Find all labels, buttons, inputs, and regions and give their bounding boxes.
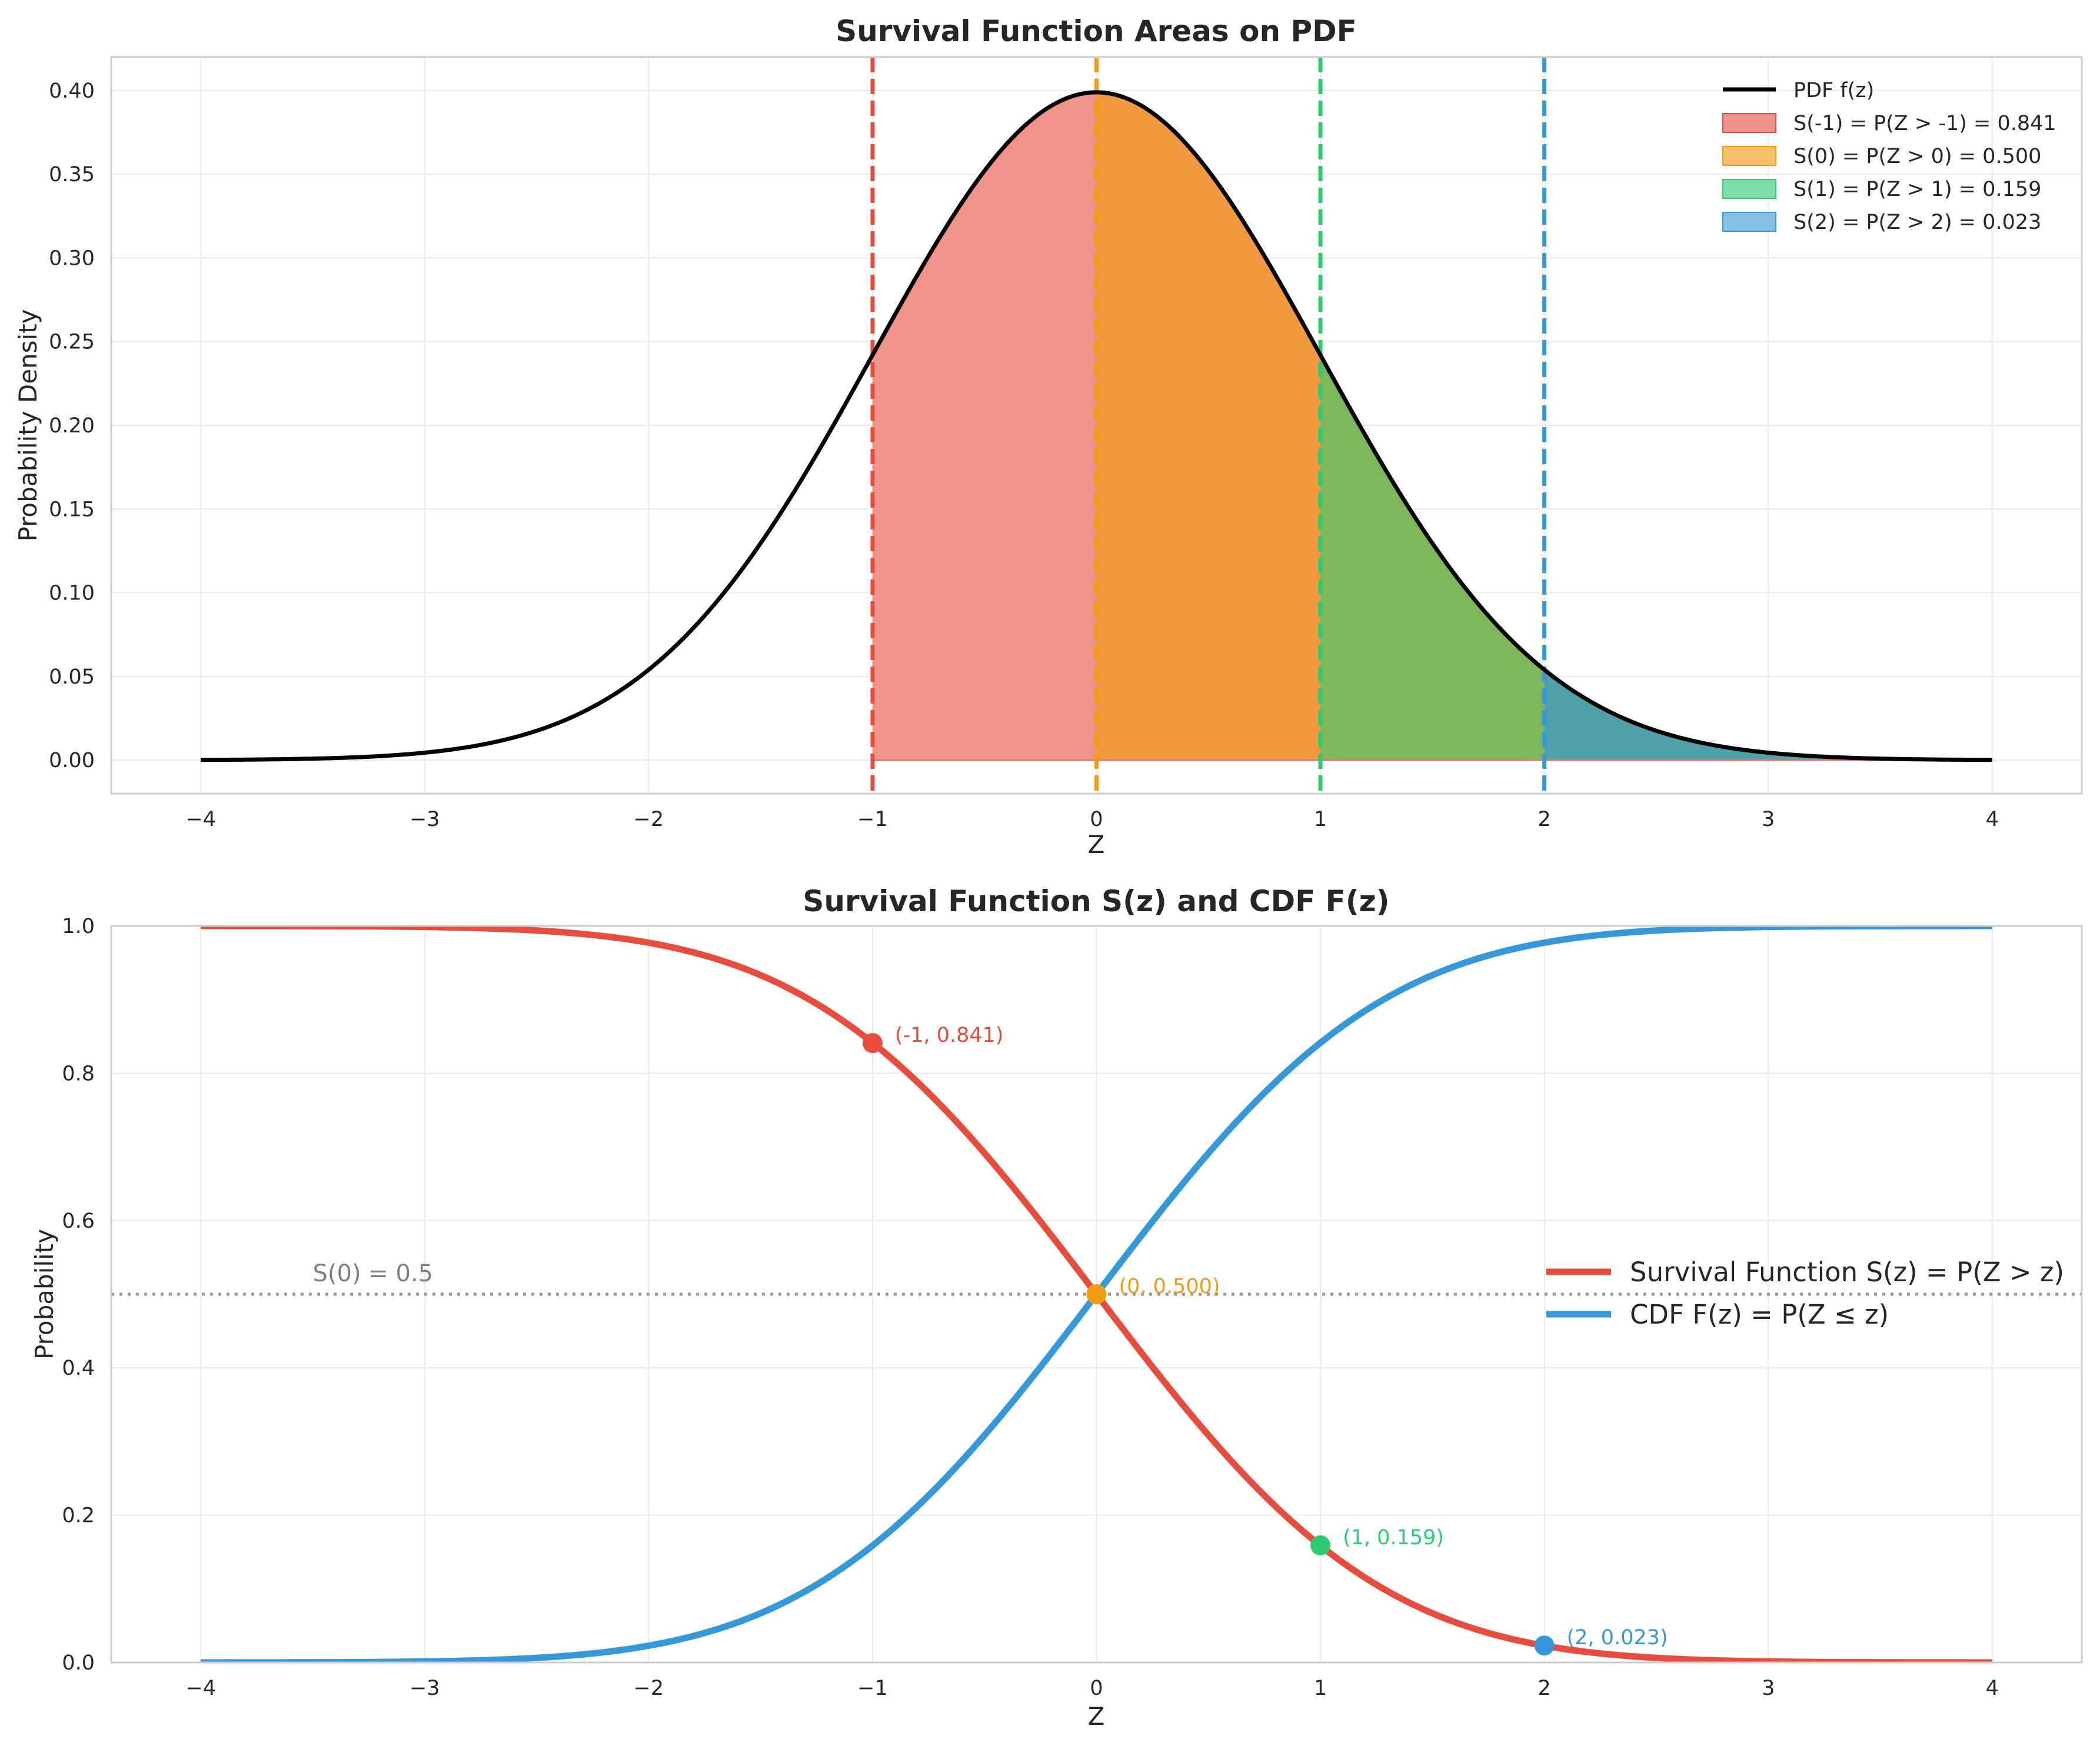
highlight-point-label: (-1, 0.841): [895, 1024, 1004, 1047]
survival-y-tick-label: 0.0: [62, 1651, 95, 1675]
highlight-point-label: (2, 0.023): [1567, 1626, 1668, 1650]
survival-y-tick-label: 0.4: [62, 1357, 95, 1380]
legend-label-area-4: S(2) = P(Z > 2) = 0.023: [1793, 211, 2041, 234]
survival-cdf-panel: (-1, 0.841) (0, 0.500) (1, 0.159) (2, 0.023…: [30, 884, 2083, 1731]
legend-label-cdf: CDF F(z) = P(Z ≤ z): [1630, 1299, 1889, 1330]
legend-swatch-area-1: [1722, 113, 1776, 133]
survival-area-region: [872, 92, 1097, 761]
pdf-y-tick-label: 0.40: [49, 79, 95, 103]
pdf-panel: −4 −3 −2 −1 0 1 2 3 4 0.000.050.100.150.200.250.…: [14, 14, 2083, 859]
survival-y-tick-label: 0.8: [62, 1062, 95, 1085]
survival-x-tick-label: −2: [634, 1677, 664, 1700]
survival-axes-frame: [110, 925, 2083, 1664]
survival-legend: Survival Function S(z) = P(Z > z) CDF F(…: [1546, 1257, 2064, 1330]
survival-area-region: [1096, 92, 1321, 761]
pdf-y-tick-label: 0.10: [49, 582, 95, 605]
pdf-y-tick-label: 0.30: [49, 246, 95, 270]
survival-y-axis-label: Probability: [30, 1229, 59, 1360]
pdf-y-tick-label: 0.20: [49, 414, 95, 438]
pdf-axes-frame: [110, 56, 2083, 795]
half-probability-label: S(0) = 0.5: [313, 1260, 434, 1287]
legend-label-area-3: S(1) = P(Z > 1) = 0.159: [1793, 178, 2041, 201]
pdf-legend: PDF f(z) S(-1) = P(Z > -1) = 0.841 S(0) …: [1722, 79, 2056, 234]
highlight-point: [1086, 1284, 1107, 1304]
highlight-point: [862, 1033, 883, 1054]
pdf-chart-title: Survival Function Areas on PDF: [836, 14, 1357, 48]
pdf-x-tick-label: 1: [1314, 808, 1327, 831]
highlight-point: [1310, 1535, 1331, 1555]
survival-y-tick-label: 1.0: [62, 915, 95, 938]
highlight-points: (-1, 0.841) (0, 0.500) (1, 0.159) (2, 0.023…: [862, 1024, 1668, 1656]
legend-swatch-area-3: [1722, 179, 1776, 199]
pdf-y-tick-label: 0.00: [49, 749, 95, 772]
survival-x-tick-label: 3: [1762, 1677, 1775, 1700]
pdf-y-tick-label: 0.05: [49, 665, 95, 689]
pdf-x-tick-label: 3: [1762, 808, 1775, 831]
highlight-point-label: (1, 0.159): [1343, 1526, 1444, 1550]
survival-x-tick-label: 2: [1537, 1677, 1550, 1700]
pdf-x-tick-label: 0: [1090, 808, 1103, 831]
pdf-x-tick-label: −4: [185, 808, 216, 831]
survival-x-tick-label: −4: [185, 1677, 216, 1700]
survival-chart-title: Survival Function S(z) and CDF F(z): [803, 884, 1389, 918]
pdf-x-tick-label: −1: [857, 808, 888, 831]
survival-x-ticks: −4 −3 −2 −1 0 1 2 3 4: [185, 1677, 1998, 1700]
legend-swatch-area-4: [1722, 212, 1776, 232]
survival-x-tick-label: 0: [1090, 1677, 1103, 1700]
legend-label-area-2: S(0) = P(Z > 0) = 0.500: [1793, 145, 2041, 168]
pdf-y-ticks: 0.00 0.05 0.10 0.15 0.20 0.25 0.30 0.35 0.40: [49, 79, 95, 772]
survival-x-tick-label: 4: [1986, 1677, 1999, 1700]
survival-x-tick-label: 1: [1314, 1677, 1327, 1700]
pdf-y-tick-label: 0.35: [49, 163, 95, 186]
pdf-y-axis-label: Probability Density: [14, 309, 42, 541]
pdf-x-tick-label: 2: [1537, 808, 1550, 831]
pdf-x-tick-label: −2: [634, 808, 664, 831]
survival-y-ticks: 0.0 0.2 0.4 0.6 0.8 1.0: [62, 915, 95, 1675]
pdf-y-tick-label: 0.15: [49, 498, 95, 521]
survival-x-tick-label: −1: [857, 1677, 888, 1700]
highlight-point: [1534, 1635, 1555, 1656]
survival-x-tick-label: −3: [410, 1677, 440, 1700]
survival-y-tick-label: 0.6: [62, 1209, 95, 1233]
pdf-x-tick-label: 4: [1986, 808, 1999, 831]
legend-label-area-1: S(-1) = P(Z > -1) = 0.841: [1793, 112, 2056, 135]
pdf-x-axis-label: Z: [1088, 830, 1105, 859]
legend-label-survival: Survival Function S(z) = P(Z > z): [1630, 1257, 2064, 1288]
pdf-y-tick-label: 0.25: [49, 331, 95, 354]
survival-y-tick-label: 0.2: [62, 1504, 95, 1528]
highlight-point-label: (0, 0.500): [1119, 1275, 1220, 1298]
survival-area-region: [1544, 669, 1992, 761]
legend-swatch-area-2: [1722, 146, 1776, 166]
legend-label-pdf: PDF f(z): [1793, 79, 1874, 102]
pdf-x-tick-label: −3: [410, 808, 440, 831]
survival-x-axis-label: Z: [1088, 1702, 1105, 1731]
pdf-x-ticks: −4 −3 −2 −1 0 1 2 3 4: [185, 808, 1998, 831]
pdf-curve: [201, 90, 1992, 762]
